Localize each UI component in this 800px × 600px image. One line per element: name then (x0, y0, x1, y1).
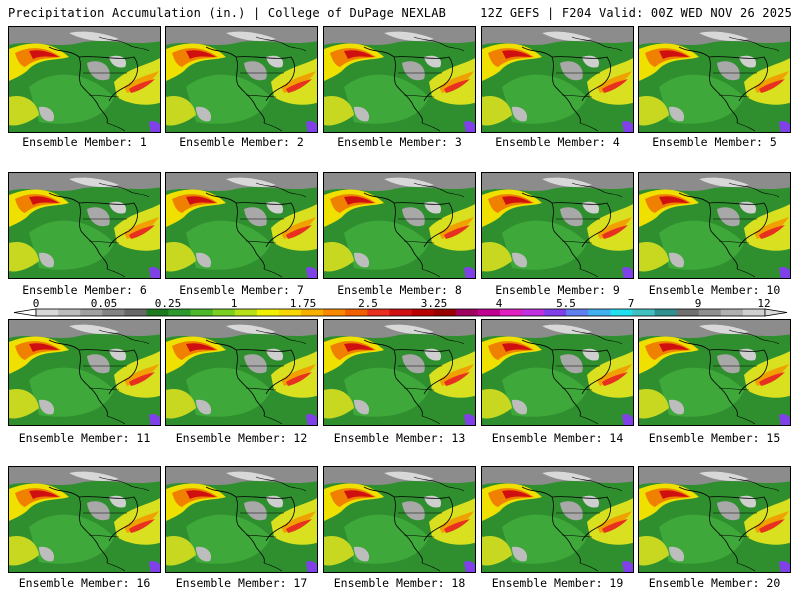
member-map-6 (8, 172, 161, 279)
colorbar-tick-label: 5.5 (556, 297, 576, 310)
member-label-8: Ensemble Member: 8 (337, 283, 462, 297)
colorbar-bin (168, 309, 191, 316)
member-map-15 (638, 319, 791, 426)
colorbar-bin (566, 309, 589, 316)
member-map-2 (165, 26, 318, 133)
member-map-11 (8, 319, 161, 426)
colorbar-bin (522, 309, 545, 316)
member-label-7: Ensemble Member: 7 (179, 283, 304, 297)
member-map-16 (8, 466, 161, 573)
colorbar-tick-label: 0 (32, 297, 40, 310)
member-map-17 (165, 466, 318, 573)
member-label-2: Ensemble Member: 2 (179, 135, 304, 149)
member-label-18: Ensemble Member: 18 (333, 576, 466, 590)
member-label-6: Ensemble Member: 6 (22, 283, 147, 297)
colorbar-bin (411, 309, 434, 316)
colorbar-bin (212, 309, 236, 316)
colorbar-bin (455, 309, 479, 316)
run-valid-time: 12Z GEFS | F204 Valid: 00Z WED NOV 26 20… (480, 6, 792, 20)
member-label-16: Ensemble Member: 16 (18, 576, 151, 590)
colorbar-tick-label: 0.05 (90, 297, 118, 310)
member-map-18 (323, 466, 476, 573)
member-label-20: Ensemble Member: 20 (648, 576, 781, 590)
member-map-9 (481, 172, 634, 279)
colorbar-bin (36, 309, 59, 316)
colorbar-bin (102, 309, 125, 316)
colorbar-bin (389, 309, 412, 316)
colorbar-tick-label: 1.75 (289, 297, 317, 310)
colorbar-tick-label: 12 (757, 297, 771, 310)
colorbar-bin (234, 309, 258, 316)
colorbar-bin (610, 309, 633, 316)
member-label-14: Ensemble Member: 14 (491, 431, 624, 445)
colorbar-bin (279, 309, 302, 316)
colorbar-right-arrow (764, 308, 788, 317)
colorbar-bin (477, 309, 501, 316)
member-label-15: Ensemble Member: 15 (648, 431, 781, 445)
member-map-12 (165, 319, 318, 426)
member-label-3: Ensemble Member: 3 (337, 135, 462, 149)
member-map-1 (8, 26, 161, 133)
member-map-19 (481, 466, 634, 573)
member-map-4 (481, 26, 634, 133)
colorbar-bin (345, 309, 368, 316)
colorbar-bin (58, 309, 81, 316)
member-label-17: Ensemble Member: 17 (175, 576, 308, 590)
member-map-7 (165, 172, 318, 279)
colorbar-bin (190, 309, 214, 316)
colorbar-bin (323, 309, 346, 316)
colorbar-tick-label: 0.25 (154, 297, 182, 310)
member-label-11: Ensemble Member: 11 (18, 431, 151, 445)
colorbar-bin (654, 309, 677, 316)
colorbar-bin (367, 309, 390, 316)
colorbar-left-arrow (13, 308, 37, 317)
member-label-12: Ensemble Member: 12 (175, 431, 308, 445)
colorbar-tick-label: 1 (230, 297, 238, 310)
member-label-13: Ensemble Member: 13 (333, 431, 466, 445)
member-map-20 (638, 466, 791, 573)
member-label-19: Ensemble Member: 19 (491, 576, 624, 590)
colorbar-bin (720, 309, 744, 316)
colorbar-bin (676, 309, 700, 316)
member-label-9: Ensemble Member: 9 (495, 283, 620, 297)
colorbar (13, 308, 788, 317)
colorbar-tick-label: 9 (694, 297, 702, 310)
colorbar-tick-label: 4 (495, 297, 503, 310)
member-label-10: Ensemble Member: 10 (648, 283, 781, 297)
colorbar-bin (632, 309, 655, 316)
colorbar-bin (742, 309, 766, 316)
member-label-1: Ensemble Member: 1 (22, 135, 147, 149)
member-map-10 (638, 172, 791, 279)
colorbar-bin (499, 309, 523, 316)
colorbar-tick-label: 3.25 (420, 297, 448, 310)
chart-title: Precipitation Accumulation (in.) | Colle… (8, 6, 447, 20)
colorbar-bin (301, 309, 324, 316)
colorbar-bin (80, 309, 103, 316)
member-map-5 (638, 26, 791, 133)
colorbar-tick-label: 7 (627, 297, 635, 310)
colorbar-bin (588, 309, 611, 316)
colorbar-bin (698, 309, 722, 316)
colorbar-tick-label: 2.5 (358, 297, 378, 310)
member-map-13 (323, 319, 476, 426)
colorbar-bin (146, 309, 169, 316)
member-label-4: Ensemble Member: 4 (495, 135, 620, 149)
colorbar-bin (256, 309, 280, 316)
colorbar-bin (124, 309, 147, 316)
member-map-8 (323, 172, 476, 279)
colorbar-bin (433, 309, 457, 316)
colorbar-bin (544, 309, 567, 316)
member-label-5: Ensemble Member: 5 (652, 135, 777, 149)
member-map-3 (323, 26, 476, 133)
member-map-14 (481, 319, 634, 426)
